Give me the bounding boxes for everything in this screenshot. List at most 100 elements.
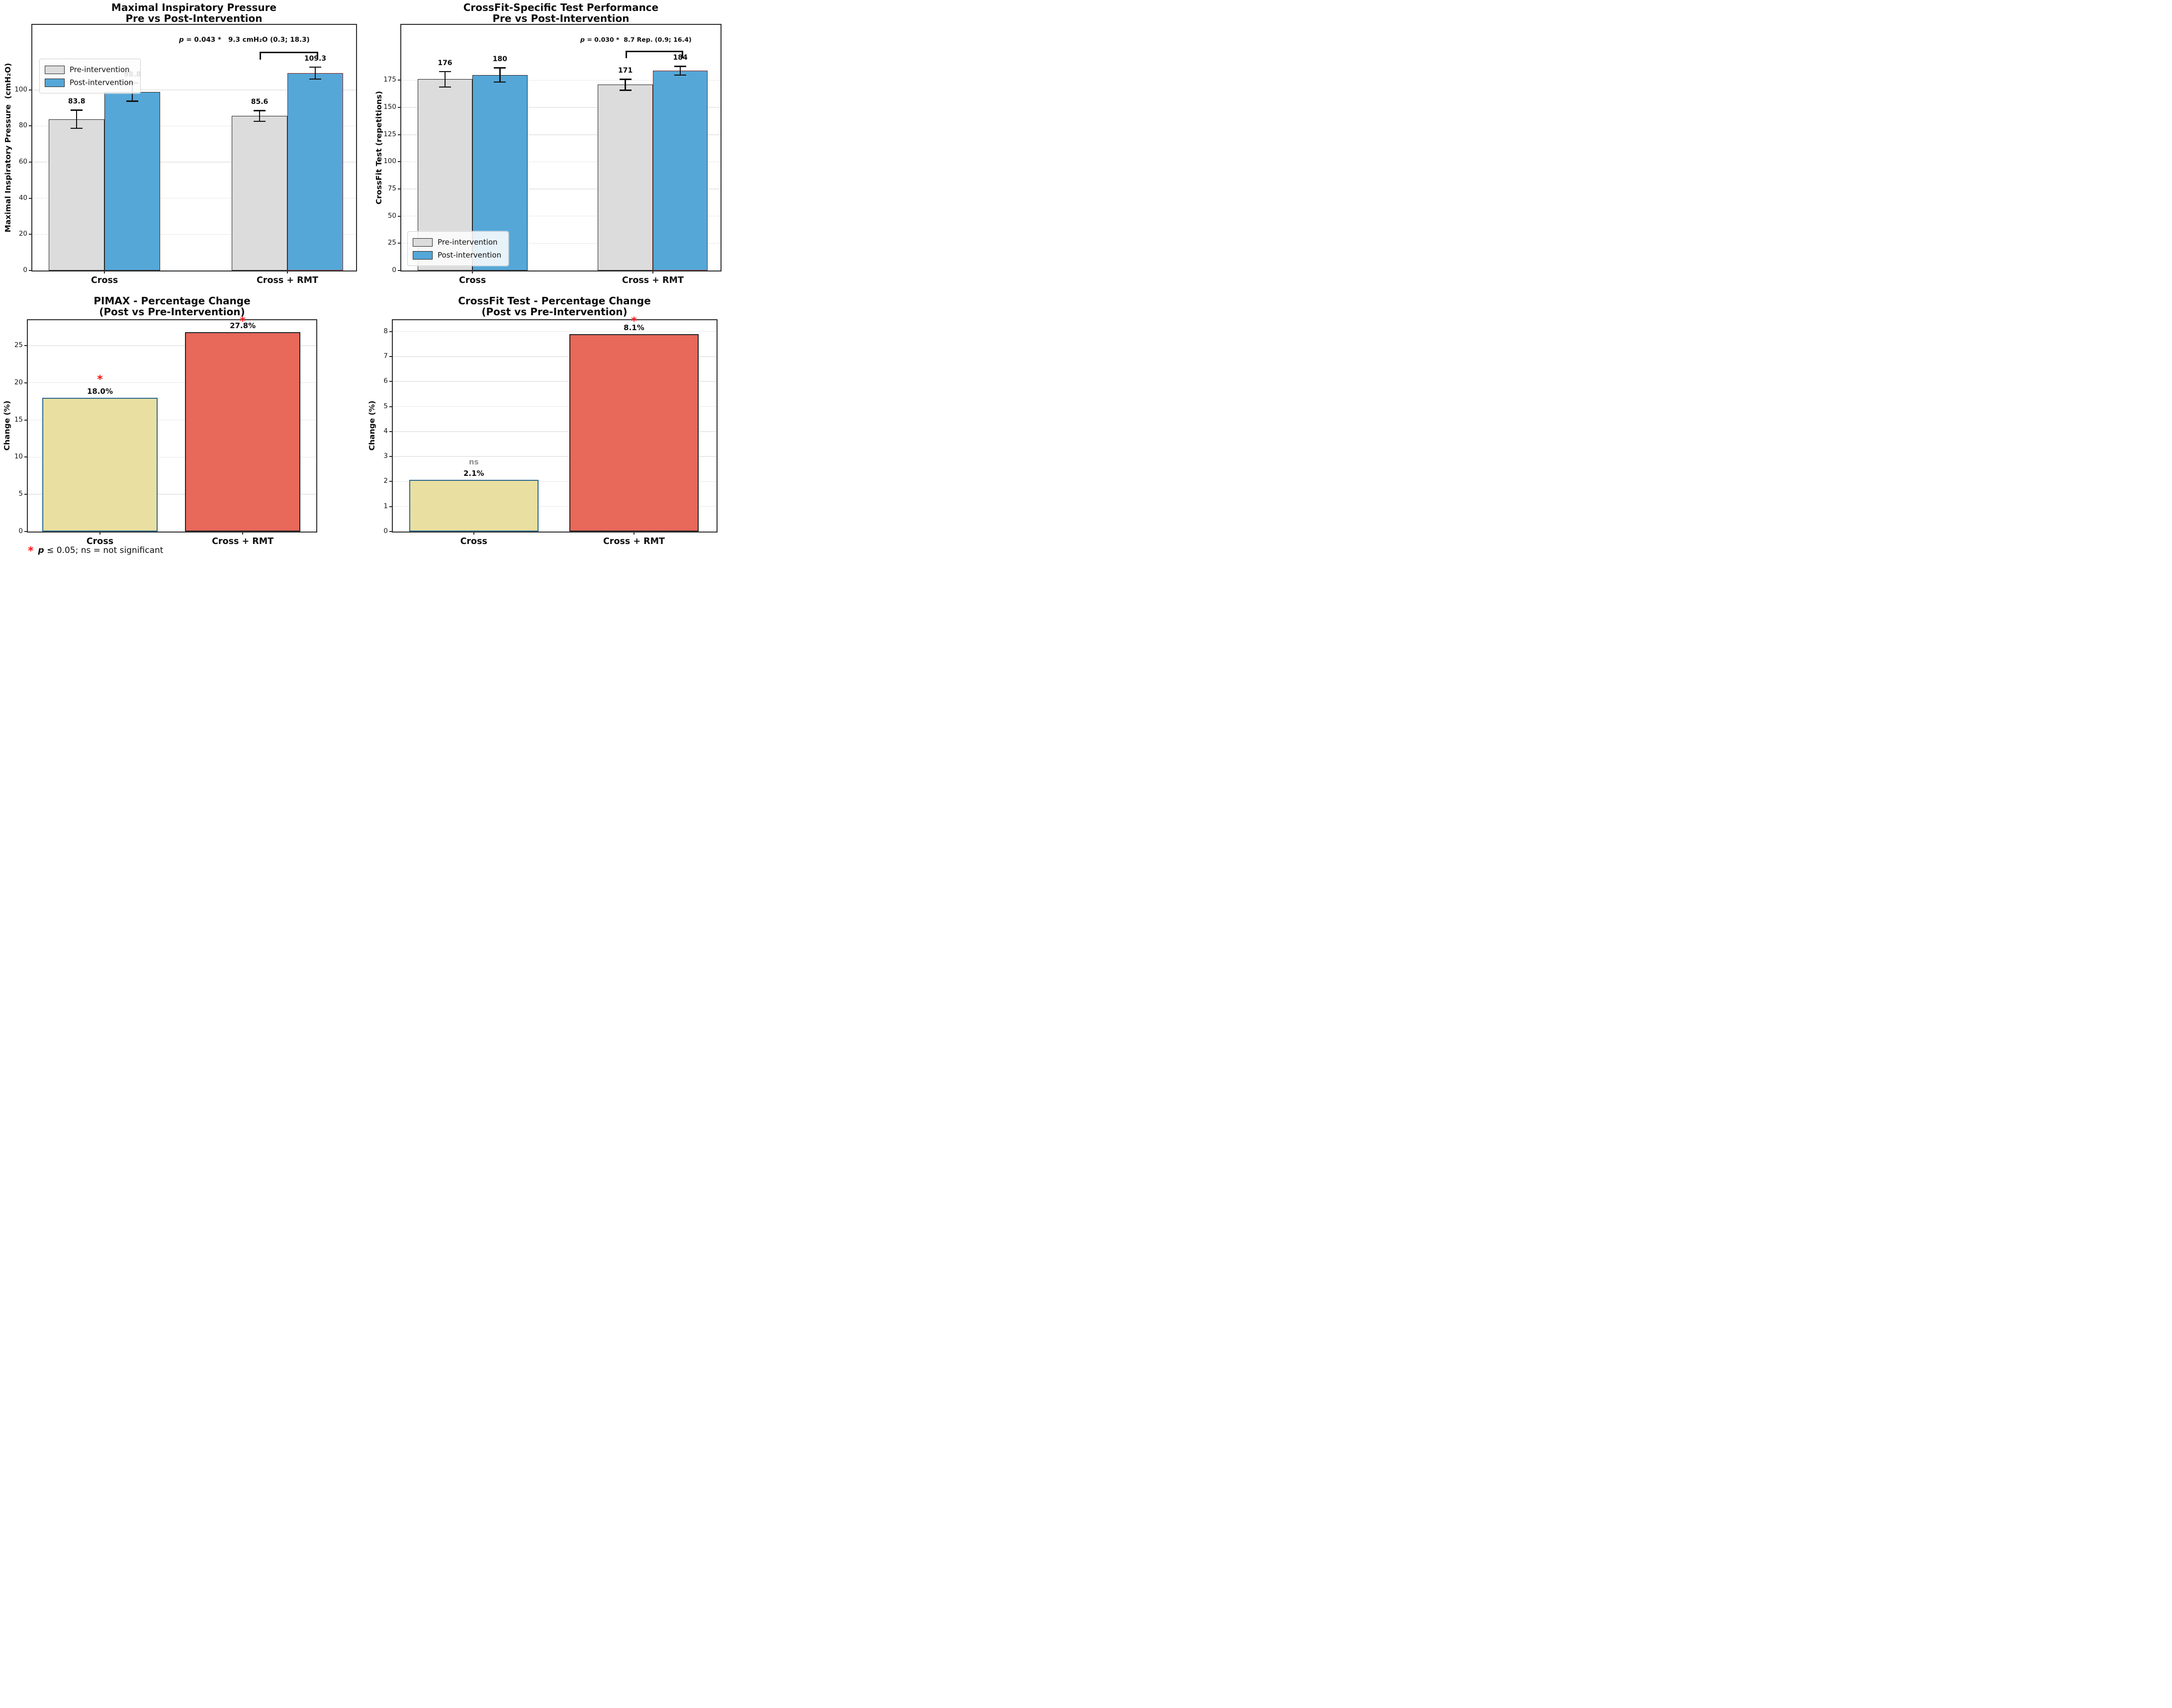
gridline	[401, 188, 721, 189]
panel-title-pimax-change: PIMAX - Percentage Change (Post vs Pre-I…	[93, 295, 251, 318]
y-tick-label: 0	[383, 527, 388, 535]
panel-title-crossfit-change: CrossFit Test - Percentage Change (Post …	[458, 295, 651, 318]
bar-value-label: 176	[438, 59, 452, 67]
error-bar-cap-top	[619, 79, 632, 80]
legend-item: Post-intervention	[413, 249, 501, 262]
y-tick-label: 6	[383, 377, 388, 385]
y-tick-mark	[389, 406, 393, 407]
significance-asterisk: *	[631, 315, 637, 328]
y-tick-mark	[398, 215, 401, 217]
error-bar-cap-top	[71, 109, 83, 111]
y-tick-label: 75	[387, 184, 396, 193]
x-category-label: Cross	[458, 275, 486, 285]
y-tick-mark	[398, 188, 401, 190]
error-bar-cap-bottom	[439, 86, 451, 88]
y-tick-label: 10	[14, 452, 23, 461]
significance-footnote: * p ≤ 0.05; ns = not significant	[28, 545, 163, 557]
bar-cross-rmt	[569, 334, 699, 532]
error-bar-line	[76, 110, 78, 128]
y-tick-mark	[389, 431, 393, 432]
y-tick-label: 5	[383, 402, 388, 410]
error-bar-cap-top	[439, 71, 451, 73]
gridline	[32, 125, 356, 127]
bar-pre-cross-rmt	[598, 85, 653, 270]
error-bar-line	[625, 79, 626, 90]
x-tick-mark	[472, 270, 473, 273]
gridline	[28, 382, 316, 383]
y-tick-label: 25	[14, 341, 23, 349]
x-category-label: Cross + RMT	[622, 275, 684, 285]
bar-value-label: 109.3	[304, 54, 327, 63]
gridline	[32, 162, 356, 163]
error-bar-line	[679, 66, 681, 75]
percent-change-label: 27.8%	[230, 321, 256, 330]
gridline	[393, 456, 717, 457]
y-tick-mark	[24, 494, 28, 495]
error-bar-cap-bottom	[619, 90, 632, 91]
bar-post-cross-rmt	[652, 70, 708, 270]
axes-pimax-change: 0 5 10 15 20 25 Cross Cross + RMT 18.0% * 27.8% *	[14, 316, 317, 546]
legend-item-label: Pre-intervention	[438, 238, 498, 247]
results-figure: Maximal Inspiratory Pressure Pre vs Post…	[0, 0, 724, 569]
bar-value-label: 180	[492, 55, 507, 64]
x-category-label: Cross + RMT	[256, 275, 318, 285]
y-tick-label: 2	[383, 477, 388, 485]
y-tick-label: 60	[18, 158, 27, 166]
gridline	[32, 234, 356, 235]
gridline	[28, 494, 316, 495]
y-axis-label-change-pimax: Change (%)	[2, 400, 11, 451]
bar-value-label: 184	[673, 54, 688, 62]
gridline	[401, 215, 721, 217]
p-value-annotation: p = 0.043 * 9.3 cmH₂O (0.3; 18.3)	[179, 36, 310, 44]
y-tick-label: 3	[383, 452, 388, 460]
y-tick-label: 4	[383, 427, 388, 435]
y-tick-mark	[389, 356, 393, 357]
y-tick-mark	[29, 234, 32, 235]
x-tick-mark	[104, 270, 105, 273]
y-tick-mark	[389, 506, 393, 507]
error-bar-cap-bottom	[126, 100, 139, 102]
error-bar-line	[444, 71, 446, 87]
gridline	[393, 356, 717, 357]
bar-cross	[409, 479, 539, 532]
y-tick-label: 40	[18, 193, 27, 202]
percent-change-label: 8.1%	[624, 323, 644, 332]
y-tick-label: 0	[392, 266, 396, 274]
bar-value-label: 85.6	[251, 98, 269, 106]
y-tick-label: 20	[18, 230, 27, 238]
legend-item: Post-intervention	[45, 76, 133, 89]
significance-bracket	[260, 52, 318, 60]
y-tick-mark	[24, 456, 28, 458]
y-tick-label: 0	[18, 527, 23, 535]
significance-asterisk: *	[97, 373, 103, 386]
post-intervention-swatch	[45, 78, 65, 87]
error-bar-cap-top	[254, 110, 266, 111]
y-tick-mark	[398, 161, 401, 163]
post-intervention-swatch	[413, 251, 433, 260]
y-tick-label: 8	[383, 327, 388, 335]
gridline	[401, 243, 721, 244]
gridline	[28, 345, 316, 346]
y-tick-mark	[389, 481, 393, 482]
p-value-annotation: p = 0.030 * 8.7 Rep. (0.9; 16.4)	[580, 36, 692, 43]
legend-item: Pre-intervention	[413, 236, 501, 249]
y-tick-label: 25	[387, 239, 396, 247]
bar-cross-rmt	[185, 332, 301, 532]
footnote-p: p	[38, 545, 44, 555]
bar-pre-cross-rmt	[232, 116, 287, 270]
x-tick-mark	[286, 270, 288, 273]
y-tick-label: 125	[383, 130, 396, 138]
gridline	[393, 406, 717, 407]
y-tick-mark	[398, 270, 401, 271]
legend-item-label: Pre-intervention	[70, 65, 130, 74]
pre-intervention-swatch	[413, 238, 433, 247]
error-bar-line	[314, 67, 316, 79]
y-tick-label: 100	[14, 85, 27, 93]
legend-item: Pre-intervention	[45, 63, 133, 76]
gridline	[401, 161, 721, 163]
bar-pre-cross	[49, 119, 105, 270]
bar-value-label: 83.8	[68, 97, 86, 106]
y-tick-label: 1	[383, 502, 388, 510]
bar-cross	[42, 397, 158, 532]
